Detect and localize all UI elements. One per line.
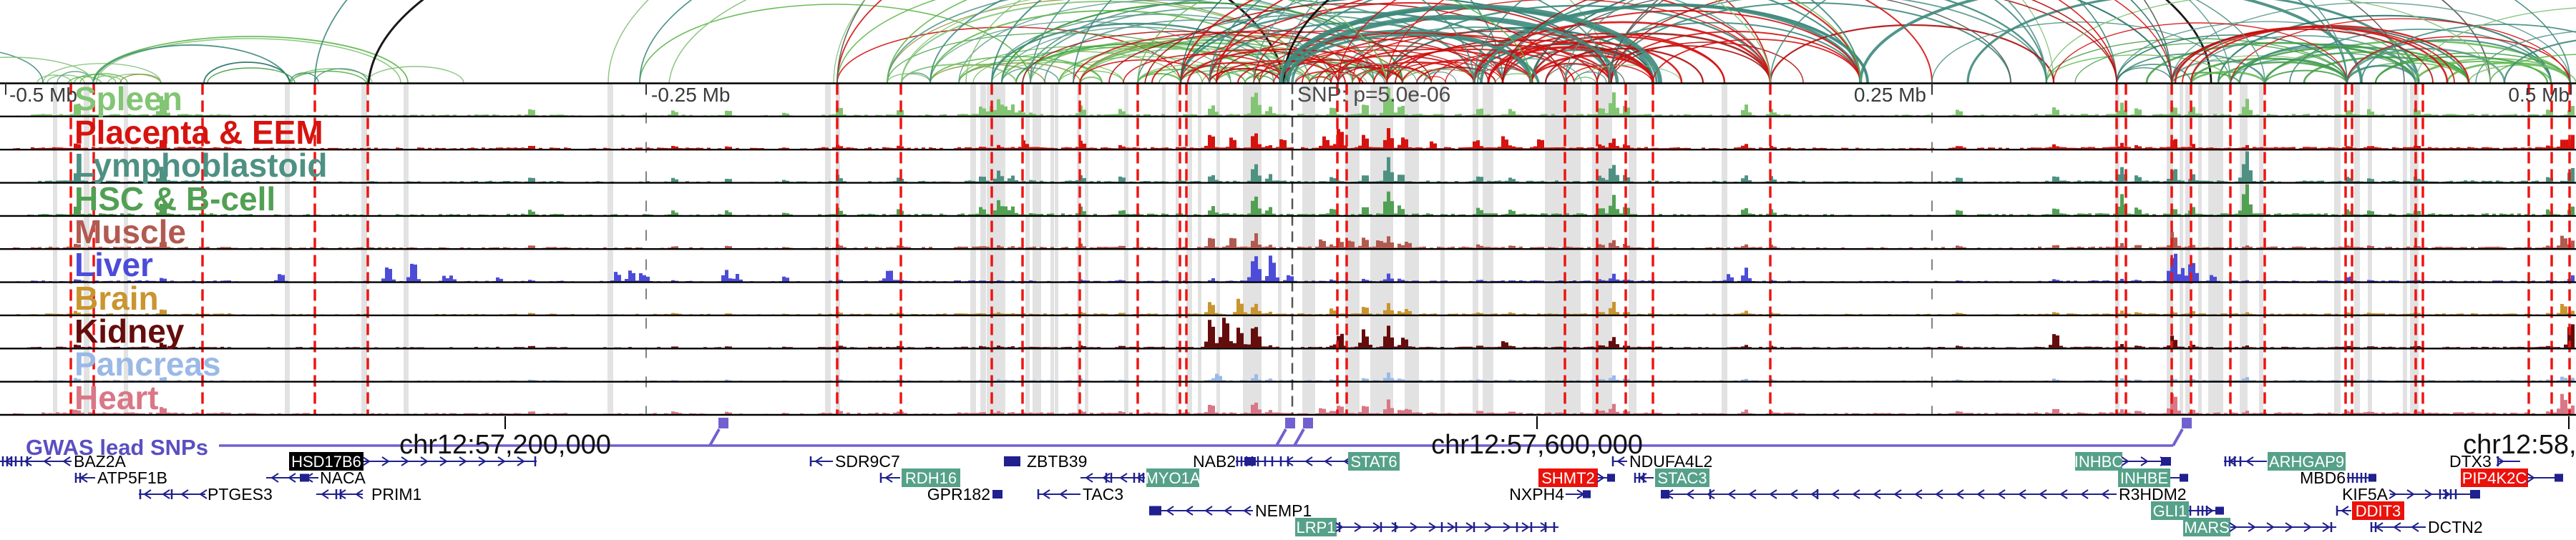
svg-text:SNP: p=5.0e-06: SNP: p=5.0e-06	[1297, 83, 1450, 107]
svg-text:Kidney: Kidney	[74, 313, 185, 350]
svg-text:NXPH4: NXPH4	[1509, 485, 1564, 504]
svg-text:-0.5 Mb: -0.5 Mb	[9, 84, 77, 106]
svg-text:LRP1: LRP1	[1296, 519, 1335, 536]
svg-text:NEMP1: NEMP1	[1255, 501, 1312, 520]
svg-text:TAC3: TAC3	[1083, 485, 1123, 504]
svg-text:NACA: NACA	[320, 468, 366, 487]
svg-text:NDUFA4L2: NDUFA4L2	[1629, 452, 1712, 471]
svg-text:INHBC: INHBC	[2074, 453, 2124, 471]
svg-text:Brain: Brain	[74, 280, 159, 317]
svg-text:RDH16: RDH16	[905, 469, 957, 487]
svg-text:DCTN2: DCTN2	[2428, 518, 2483, 536]
svg-text:Placenta & EEM: Placenta & EEM	[74, 114, 323, 151]
svg-text:BAZ2A: BAZ2A	[74, 452, 127, 471]
svg-text:0.25 Mb: 0.25 Mb	[1854, 84, 1926, 106]
svg-text:ARHGAP9: ARHGAP9	[2269, 453, 2344, 471]
svg-text:HSC & B-cell: HSC & B-cell	[74, 180, 275, 217]
svg-text:PRIM1: PRIM1	[371, 485, 421, 504]
svg-text:NAB2: NAB2	[1193, 452, 1236, 471]
svg-text:KIF5A: KIF5A	[2342, 485, 2389, 504]
svg-text:DDIT3: DDIT3	[2356, 502, 2401, 520]
svg-text:-0.25 Mb: -0.25 Mb	[651, 84, 731, 106]
svg-text:MYO1A: MYO1A	[1145, 469, 1200, 487]
svg-text:PIP4K2C: PIP4K2C	[2462, 469, 2527, 487]
svg-text:GPR182: GPR182	[927, 485, 990, 504]
svg-text:INHBE: INHBE	[2120, 469, 2168, 487]
svg-text:ZBTB39: ZBTB39	[1027, 452, 1087, 471]
svg-text:R3HDM2: R3HDM2	[2119, 485, 2187, 504]
svg-text:chr12:58,000,000: chr12:58,000,000	[2463, 430, 2576, 460]
svg-text:SHMT2: SHMT2	[1541, 469, 1595, 487]
svg-text:Lymphoblastoid: Lymphoblastoid	[74, 147, 328, 184]
svg-text:chr12:57,600,000: chr12:57,600,000	[1431, 430, 1643, 460]
svg-text:0.5 Mb: 0.5 Mb	[2508, 84, 2570, 106]
svg-text:HSD17B6: HSD17B6	[291, 453, 361, 471]
svg-text:ATP5F1B: ATP5F1B	[97, 468, 167, 487]
svg-text:Heart: Heart	[74, 379, 159, 416]
svg-text:GLI1: GLI1	[2153, 502, 2187, 520]
svg-text:Liver: Liver	[74, 246, 153, 283]
svg-text:SDR9C7: SDR9C7	[835, 452, 900, 471]
svg-text:PTGES3: PTGES3	[208, 485, 273, 504]
svg-text:Spleen: Spleen	[74, 80, 182, 117]
svg-text:chr12:57,200,000: chr12:57,200,000	[399, 430, 611, 460]
svg-text:Pancreas: Pancreas	[74, 345, 221, 383]
svg-text:Muscle: Muscle	[74, 213, 186, 250]
svg-text:MBD6: MBD6	[2300, 468, 2346, 487]
svg-text:STAT6: STAT6	[1350, 453, 1397, 471]
svg-text:GWAS lead SNPs: GWAS lead SNPs	[26, 435, 208, 460]
svg-text:DTX3: DTX3	[2449, 452, 2492, 471]
svg-text:MARS: MARS	[2184, 519, 2230, 536]
svg-text:STAC3: STAC3	[1657, 469, 1707, 487]
